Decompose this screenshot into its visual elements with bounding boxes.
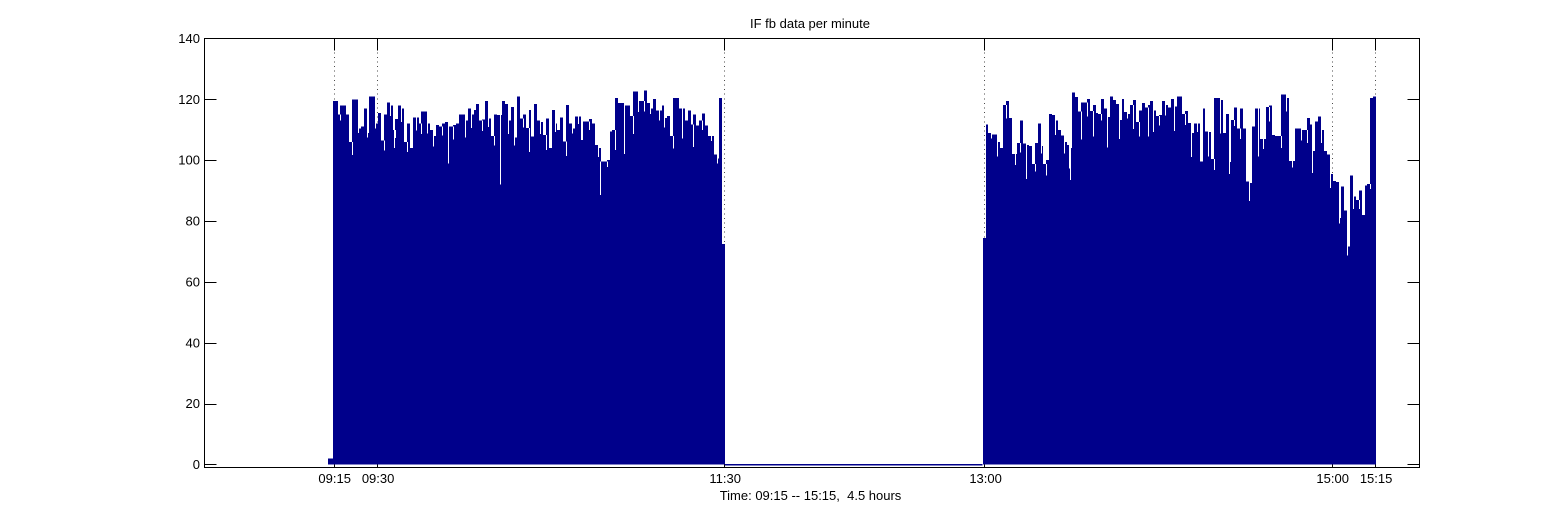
- svg-text:60: 60: [186, 274, 200, 289]
- svg-text:Time: 09:15 -- 15:15, 4.5 hou: Time: 09:15 -- 15:15, 4.5 hours: [720, 488, 902, 503]
- svg-text:120: 120: [178, 92, 200, 107]
- svg-text:09:30: 09:30: [362, 471, 395, 486]
- svg-text:100: 100: [178, 153, 200, 168]
- svg-text:13:00: 13:00: [969, 471, 1002, 486]
- svg-text:20: 20: [186, 396, 200, 411]
- svg-text:15:15: 15:15: [1360, 471, 1393, 486]
- svg-text:80: 80: [186, 214, 200, 229]
- svg-text:140: 140: [178, 31, 200, 46]
- svg-text:11:30: 11:30: [709, 471, 741, 486]
- svg-text:09:15: 09:15: [318, 471, 351, 486]
- svg-text:15:00: 15:00: [1316, 471, 1349, 486]
- svg-text:40: 40: [186, 335, 200, 350]
- svg-text:0: 0: [193, 457, 200, 472]
- svg-text:IF fb data per minute: IF fb data per minute: [750, 16, 870, 31]
